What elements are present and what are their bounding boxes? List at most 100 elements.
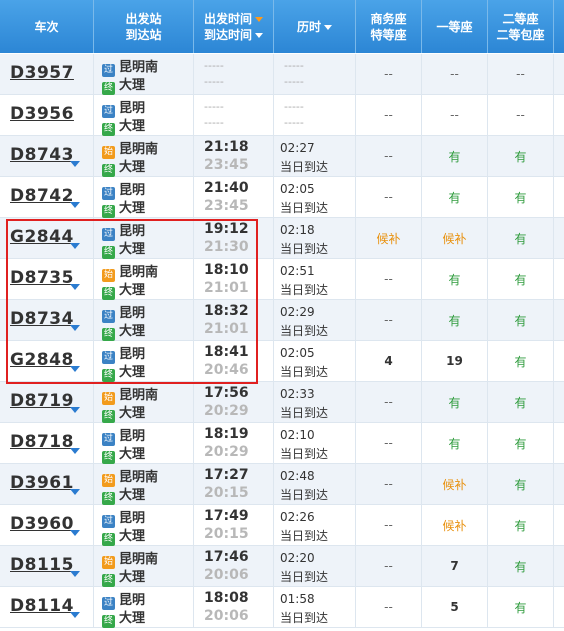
expand-stops-icon[interactable]: [70, 489, 80, 495]
table-row[interactable]: D8735 始昆明南 终大理 18:10 21:01 02:51 当日到达 --…: [0, 259, 564, 300]
first-seat-cell: 有: [422, 259, 488, 299]
table-row[interactable]: D8734 过昆明 终大理 18:32 21:01 02:29 当日到达 -- …: [0, 300, 564, 341]
business-seat-cell: 候补: [356, 218, 422, 258]
arr-time: 20:06: [204, 567, 249, 583]
train-number-link[interactable]: D3960: [10, 514, 74, 534]
table-row[interactable]: D8115 始昆明南 终大理 17:46 20:06 02:20 当日到达 --…: [0, 546, 564, 587]
table-row[interactable]: D3960 过昆明 终大理 17:49 20:15 02:26 当日到达 -- …: [0, 505, 564, 546]
sort-desc-icon[interactable]: [255, 16, 263, 22]
first-seat-cell: 候补: [422, 218, 488, 258]
to-station-name: 大理: [119, 570, 146, 585]
expand-stops-icon[interactable]: [70, 243, 80, 249]
col-train-no[interactable]: 车次: [0, 0, 94, 53]
overflow-cell: [554, 505, 564, 545]
arrival-day: 当日到达: [280, 570, 329, 584]
sort-icon[interactable]: [255, 32, 263, 38]
col-second-label: 二等座: [502, 11, 539, 26]
col-duration[interactable]: 历时: [274, 0, 356, 53]
train-number-link[interactable]: G2844: [10, 227, 74, 247]
second-seat-availability: 有: [514, 518, 527, 533]
arrival-day: -----: [284, 116, 304, 129]
expand-stops-icon[interactable]: [70, 161, 80, 167]
col-times[interactable]: 出发时间 到达时间: [194, 0, 274, 53]
train-number-link[interactable]: D3956: [10, 104, 74, 124]
business-seat-availability: --: [384, 272, 393, 286]
station-type-icon: 终: [102, 328, 115, 341]
dep-time: 17:27: [204, 467, 249, 483]
duration: 02:20: [280, 551, 315, 565]
station-type-icon: 过: [102, 351, 115, 364]
from-station: 过昆明: [102, 589, 145, 610]
train-number-link[interactable]: D8115: [10, 555, 74, 575]
expand-stops-icon[interactable]: [70, 448, 80, 454]
table-row[interactable]: D8719 始昆明南 终大理 17:56 20:29 02:33 当日到达 --…: [0, 382, 564, 423]
table-row[interactable]: D8743 始昆明南 终大理 21:18 23:45 02:27 当日到达 --…: [0, 136, 564, 177]
train-number-link[interactable]: D8114: [10, 596, 74, 616]
duration-cell: 02:10 当日到达: [274, 423, 356, 463]
table-row[interactable]: G2848 过昆明 终大理 18:41 20:46 02:05 当日到达 4 1…: [0, 341, 564, 382]
train-number-link[interactable]: D8735: [10, 268, 74, 288]
train-number-link[interactable]: D8719: [10, 391, 74, 411]
stations-cell: 过昆明 终大理: [94, 95, 194, 136]
table-row[interactable]: D8742 过昆明 终大理 21:40 23:45 02:05 当日到达 -- …: [0, 177, 564, 218]
second-seat-cell: --: [488, 54, 554, 94]
expand-stops-icon[interactable]: [70, 571, 80, 577]
business-seat-availability: --: [384, 149, 393, 163]
expand-stops-icon[interactable]: [70, 202, 80, 208]
business-seat-cell: --: [356, 546, 422, 586]
train-cell: D8743: [0, 136, 94, 176]
business-seat-cell: --: [356, 95, 422, 135]
col-stations[interactable]: 出发站 到达站: [94, 0, 194, 53]
second-seat-cell: 有: [488, 464, 554, 504]
expand-stops-icon[interactable]: [70, 325, 80, 331]
arr-time: 23:45: [204, 198, 249, 214]
col-first-label: 一等座: [436, 19, 473, 34]
table-row[interactable]: D8718 过昆明 终大理 18:19 20:29 02:10 当日到达 -- …: [0, 423, 564, 464]
business-seat-availability: --: [384, 313, 393, 327]
first-seat-availability: 有: [448, 149, 461, 164]
train-number-link[interactable]: D3961: [10, 473, 74, 493]
from-station: 过昆明: [102, 97, 145, 118]
from-station: 始昆明南: [102, 466, 158, 487]
second-seat-availability: --: [516, 67, 525, 81]
table-row[interactable]: D3961 始昆明南 终大理 17:27 20:15 02:48 当日到达 --…: [0, 464, 564, 505]
expand-stops-icon[interactable]: [70, 366, 80, 372]
second-seat-cell: 有: [488, 218, 554, 258]
duration-cell: 02:27 当日到达: [274, 136, 356, 176]
table-row[interactable]: D8114 过昆明 终大理 18:08 20:06 01:58 当日到达 -- …: [0, 587, 564, 628]
col-second-box-label: 二等包座: [496, 27, 545, 42]
col-dep-station-label: 出发站: [125, 11, 162, 26]
to-station: 终大理: [102, 402, 145, 423]
table-row[interactable]: G2844 过昆明 终大理 19:12 21:30 02:18 当日到达 候补 …: [0, 218, 564, 259]
expand-stops-icon[interactable]: [70, 530, 80, 536]
train-number-link[interactable]: D8718: [10, 432, 74, 452]
sort-icon[interactable]: [324, 24, 332, 30]
expand-stops-icon[interactable]: [70, 612, 80, 618]
expand-stops-icon[interactable]: [70, 407, 80, 413]
duration-cell: ----- -----: [274, 95, 356, 135]
to-station: 终大理: [102, 361, 145, 382]
second-seat-availability: --: [516, 108, 525, 122]
dep-time: 21:40: [204, 180, 249, 196]
train-number-link[interactable]: D8743: [10, 145, 74, 165]
table-row[interactable]: D3957 过昆明南 终大理 ----- ----- ----- ----- -…: [0, 54, 564, 95]
train-cell: D3957: [0, 54, 94, 94]
train-number-link[interactable]: D8742: [10, 186, 74, 206]
table-row[interactable]: D3956 过昆明 终大理 ----- ----- ----- ----- --…: [0, 95, 564, 136]
train-number-link[interactable]: G2848: [10, 350, 74, 370]
business-seat-cell: --: [356, 587, 422, 627]
train-number-link[interactable]: D3957: [10, 63, 74, 83]
train-number-link[interactable]: D8734: [10, 309, 74, 329]
second-seat-cell: 有: [488, 300, 554, 340]
overflow-cell: [554, 136, 564, 176]
table-header: 车次 出发站 到达站 出发时间 到达时间 历时 商务座 特等座 一等座 二等座 …: [0, 0, 564, 53]
col-duration-label: 历时: [296, 19, 321, 34]
business-seat-availability: --: [384, 395, 393, 409]
to-station-name: 大理: [119, 160, 146, 175]
col-business: 商务座 特等座: [356, 0, 422, 53]
arrival-day: 当日到达: [280, 529, 329, 543]
expand-stops-icon[interactable]: [70, 284, 80, 290]
second-seat-availability: 有: [514, 354, 527, 369]
from-station: 过昆明: [102, 302, 145, 323]
arr-time: 20:15: [204, 526, 249, 542]
